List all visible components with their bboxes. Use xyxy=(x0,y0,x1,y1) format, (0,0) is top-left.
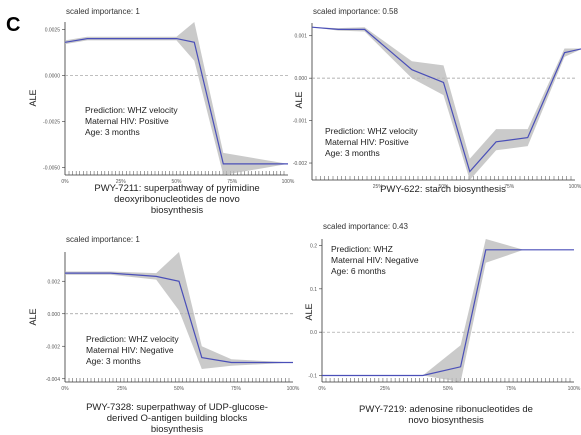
y-tick-label: 0.1 xyxy=(310,287,317,293)
annotation-line: Prediction: WHZ xyxy=(331,244,393,254)
scaled-importance-label: scaled importance: 1 xyxy=(66,235,140,244)
x-tick-label: 75% xyxy=(506,386,517,392)
y-tick-label: -0.001 xyxy=(293,119,307,125)
y-tick-label: -0.004 xyxy=(46,377,60,383)
y-tick-label: 0.0 xyxy=(310,330,317,336)
scaled-importance-label: scaled importance: 0.58 xyxy=(313,7,398,16)
annotation-line: Age: 3 months xyxy=(86,356,141,366)
y-axis-label: ALE xyxy=(28,308,38,325)
x-tick-label: 75% xyxy=(504,184,515,190)
pathway-title-line: biosynthesis xyxy=(151,424,204,435)
annotation-line: Maternal HIV: Negative xyxy=(331,255,419,265)
annotation-line: Maternal HIV: Negative xyxy=(86,345,174,355)
x-tick-label: 100% xyxy=(568,386,581,392)
y-tick-label: -0.1 xyxy=(308,374,317,380)
x-tick-label: 100% xyxy=(282,179,295,185)
y-axis-label: ALE xyxy=(28,89,38,106)
ale-panel-pwy-622: scaled importance: 0.58 0.001 0.000 -0.001 -… xyxy=(293,7,581,195)
x-tick-label: 0% xyxy=(61,386,69,392)
confidence-band xyxy=(65,252,293,369)
y-tick-label: 0.0025 xyxy=(45,27,61,33)
x-tick-label: 75% xyxy=(231,386,242,392)
y-tick-label: 0.002 xyxy=(47,279,60,285)
ale-line xyxy=(64,37,288,165)
annotation-line: Prediction: WHZ velocity xyxy=(85,105,178,115)
y-axis-label: ALE xyxy=(294,91,304,108)
annotation-line: Age: 3 months xyxy=(325,148,380,158)
y-tick-label: -0.002 xyxy=(293,161,307,167)
annotation-line: Prediction: WHZ velocity xyxy=(86,334,179,344)
annotation-line: Maternal HIV: Positive xyxy=(325,137,409,147)
y-tick-label: 0.0000 xyxy=(45,73,61,79)
y-tick-label: 0.2 xyxy=(310,244,317,250)
ale-panel-pwy-7328: scaled importance: 1 0.002 0.000 -0.002 -0.0… xyxy=(28,235,300,435)
ale-panel-pwy-7211: scaled importance: 1 0.0025 0.0000 -0.0025 -… xyxy=(28,7,295,216)
y-tick-label: -0.0050 xyxy=(43,166,60,172)
ale-line xyxy=(322,249,574,377)
x-tick-label: 25% xyxy=(117,386,128,392)
x-tick-label: 50% xyxy=(443,386,454,392)
x-tick-label: 50% xyxy=(438,184,449,190)
annotation-line: Prediction: WHZ velocity xyxy=(325,126,418,136)
scaled-importance-label: scaled importance: 0.43 xyxy=(323,222,408,231)
y-axis-label: ALE xyxy=(304,303,314,320)
ale-panel-pwy-7219: scaled importance: 0.43 0.2 0.1 0.0 -0.10% 25… xyxy=(304,222,581,426)
x-tick-label: 25% xyxy=(373,184,384,190)
pathway-title-line: PWY-7328: superpathway of UDP-glucose- xyxy=(86,402,268,413)
x-tick-label: 50% xyxy=(174,386,185,392)
confidence-band xyxy=(312,27,581,180)
y-tick-label: 0.001 xyxy=(294,34,307,40)
x-tick-label: 100% xyxy=(287,386,300,392)
pathway-title-line: novo biosynthesis xyxy=(408,415,484,426)
annotation-line: Age: 6 months xyxy=(331,266,386,276)
y-tick-label: 0.000 xyxy=(294,76,307,82)
x-tick-label: 100% xyxy=(569,184,581,190)
pathway-title-line: deoxyribonucleotides de novo xyxy=(114,194,240,205)
annotation-line: Age: 3 months xyxy=(85,127,140,137)
x-tick-label: 75% xyxy=(227,179,238,185)
pathway-title-line: PWY-7219: adenosine ribonucleotides de xyxy=(359,404,533,415)
confidence-band xyxy=(65,22,288,175)
pathway-title-line: derived O-antigen building blocks xyxy=(107,413,248,424)
annotation-line: Maternal HIV: Positive xyxy=(85,116,169,126)
y-tick-label: -0.0025 xyxy=(43,120,60,126)
x-tick-label: 25% xyxy=(116,179,127,185)
panel-letter: C xyxy=(6,14,21,36)
pathway-title-line: biosynthesis xyxy=(151,205,204,216)
scaled-importance-label: scaled importance: 1 xyxy=(66,7,140,16)
pathway-title-line: PWY-622: starch biosynthesis xyxy=(380,184,506,195)
pathway-title-line: PWY-7211: superpathway of pyrimidine xyxy=(94,183,259,194)
ale-line xyxy=(311,26,581,173)
x-tick-label: 0% xyxy=(318,386,326,392)
y-tick-label: -0.002 xyxy=(46,344,60,350)
x-tick-label: 25% xyxy=(380,386,391,392)
y-tick-label: 0.000 xyxy=(47,312,60,318)
x-tick-label: 50% xyxy=(171,179,182,185)
x-tick-label: 0% xyxy=(61,179,69,185)
ale-line xyxy=(65,272,293,364)
